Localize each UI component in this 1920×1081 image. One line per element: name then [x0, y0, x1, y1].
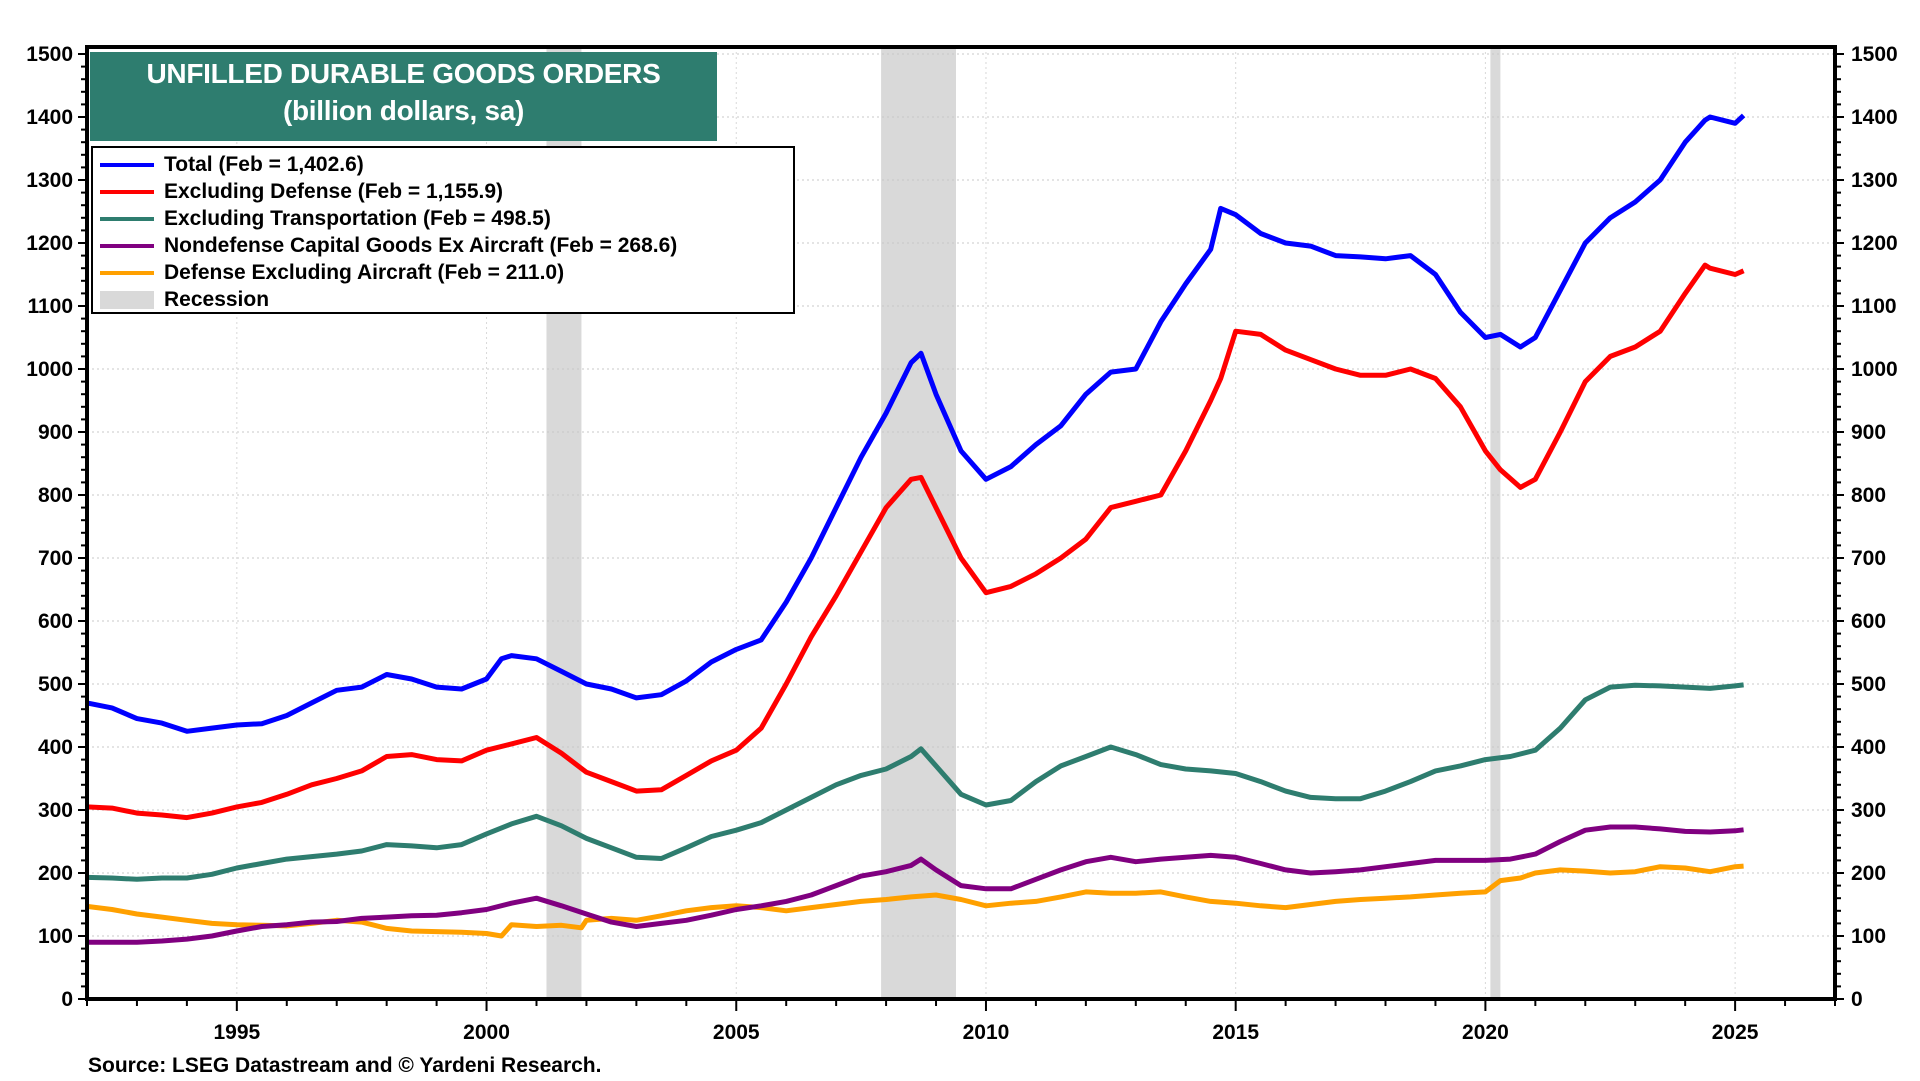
legend-swatch: [100, 162, 154, 167]
y-tick-label-left: 1200: [26, 232, 73, 255]
x-tick-label: 2025: [1712, 1021, 1759, 1044]
x-tick-label: 2005: [713, 1021, 760, 1044]
legend-label: Defense Excluding Aircraft (Feb = 211.0): [164, 260, 565, 284]
y-tick-label-left: 100: [38, 925, 73, 948]
y-tick-label-left: 1500: [26, 43, 73, 66]
y-tick-label-left: 1100: [27, 295, 73, 318]
y-tick-label-right: 1200: [1851, 232, 1898, 255]
legend-label: Total (Feb = 1,402.6): [164, 152, 364, 176]
legend-swatch: [100, 270, 154, 275]
y-tick-label-left: 600: [38, 610, 73, 633]
legend-swatch: [100, 189, 154, 194]
legend-label: Nondefense Capital Goods Ex Aircraft (Fe…: [164, 233, 678, 257]
chart-title-box: UNFILLED DURABLE GOODS ORDERS (billion d…: [90, 52, 717, 141]
y-tick-label-left: 1400: [26, 106, 73, 129]
y-tick-label-right: 100: [1851, 925, 1886, 948]
y-tick-label-right: 800: [1851, 484, 1886, 507]
series-lines: [86, 113, 1746, 945]
series-line: [86, 863, 1744, 939]
legend: Total (Feb = 1,402.6) Excluding Defense …: [91, 146, 795, 314]
y-tick-label-right: 1100: [1851, 295, 1897, 318]
y-tick-label-left: 500: [38, 673, 73, 696]
y-tick-label-left: 1000: [26, 358, 73, 381]
series-line: [87, 824, 1744, 945]
y-tick-label-right: 1400: [1851, 106, 1898, 129]
tick-labels: 0 0 100 100 200 200 300 300 400 400 500 500 600 600 70…: [26, 43, 1897, 1044]
legend-label: Recession: [164, 287, 270, 311]
legend-label: Excluding Transportation (Feb = 498.5): [164, 206, 551, 230]
y-tick-label-left: 400: [38, 736, 73, 759]
legend-swatch: [100, 290, 154, 309]
recession-band: [1490, 47, 1501, 999]
x-tick-label: 2010: [963, 1021, 1010, 1044]
plot-frame: [85, 45, 1837, 1001]
chart-subtitle: (billion dollars, sa): [282, 95, 525, 126]
y-tick-label-left: 700: [38, 547, 73, 570]
x-tick-label: 2020: [1462, 1021, 1509, 1044]
y-tick-label-right: 300: [1851, 799, 1886, 822]
chart-title: UNFILLED DURABLE GOODS ORDERS: [146, 58, 661, 89]
y-tick-label-right: 1500: [1851, 43, 1898, 66]
y-tick-label-right: 500: [1851, 673, 1886, 696]
series-line: [86, 113, 1746, 734]
legend-swatch: [100, 243, 154, 248]
y-tick-label-right: 400: [1851, 736, 1886, 759]
y-tick-label-left: 900: [38, 421, 73, 444]
legend-label: Excluding Defense (Feb = 1,155.9): [164, 179, 504, 203]
y-tick-label-right: 0: [1851, 988, 1863, 1011]
y-tick-label-right: 1000: [1851, 358, 1898, 381]
y-tick-label-left: 0: [61, 988, 73, 1011]
series-line: [86, 262, 1745, 821]
y-tick-label-right: 1300: [1851, 169, 1898, 192]
y-tick-label-left: 1300: [26, 169, 73, 192]
y-tick-label-left: 800: [38, 484, 73, 507]
x-tick-label: 2015: [1212, 1021, 1259, 1044]
x-tick-label: 1995: [213, 1021, 260, 1044]
legend-swatch: [100, 216, 154, 221]
y-tick-label-right: 200: [1851, 862, 1886, 885]
y-tick-label-left: 300: [38, 799, 73, 822]
axes: [78, 45, 1844, 1011]
source-note: Source: LSEG Datastream and © Yardeni Re…: [88, 1054, 602, 1077]
y-tick-label-right: 900: [1851, 421, 1886, 444]
x-tick-label: 2000: [463, 1021, 510, 1044]
y-tick-label-left: 200: [38, 862, 73, 885]
series-line: [86, 682, 1744, 882]
y-tick-label-right: 600: [1851, 610, 1886, 633]
y-tick-label-right: 700: [1851, 547, 1886, 570]
